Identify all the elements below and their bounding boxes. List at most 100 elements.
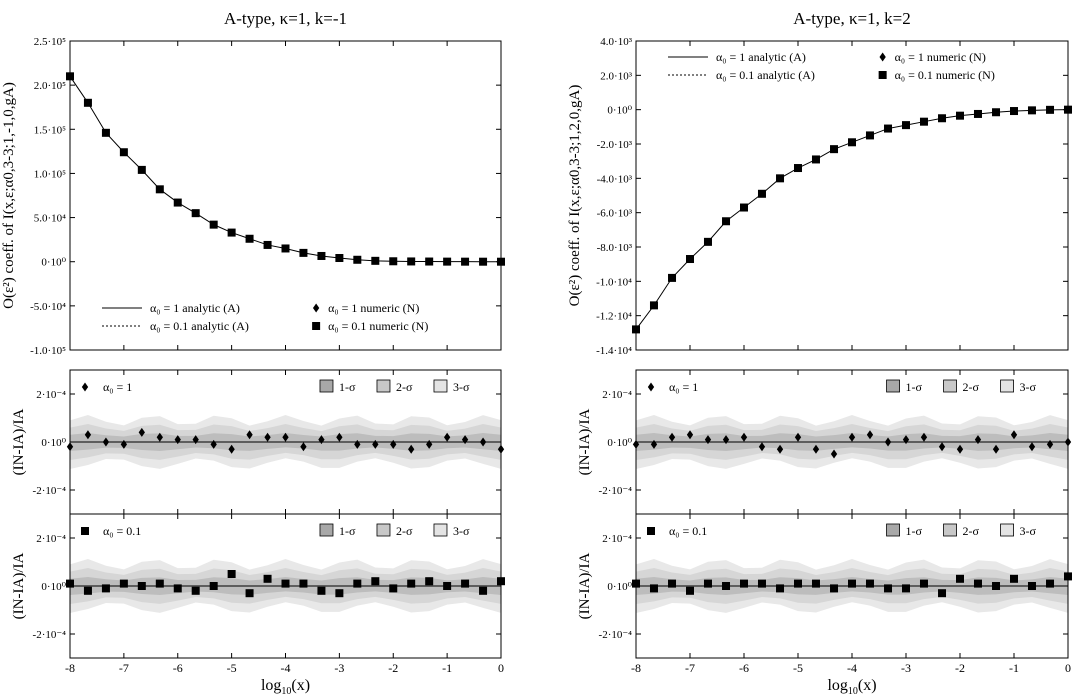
residual-point <box>371 577 380 586</box>
residual-point <box>228 444 235 454</box>
residual-point <box>336 432 343 442</box>
residual-point <box>335 589 344 598</box>
numeric-point <box>209 220 218 229</box>
x-tick-label: -4 <box>281 661 291 675</box>
x-tick-label: -2 <box>955 661 965 675</box>
legend-square-marker <box>81 527 89 535</box>
residual-point <box>974 435 982 445</box>
residual-point <box>740 432 748 442</box>
numeric-point <box>389 257 398 266</box>
numeric-point <box>1046 105 1055 114</box>
numeric-point <box>722 217 731 226</box>
residual-point <box>479 437 487 447</box>
numeric-point <box>371 256 380 265</box>
residual-point <box>174 435 181 445</box>
residual-point <box>973 579 982 588</box>
numeric-point <box>137 165 146 174</box>
residual-point <box>686 586 694 595</box>
residual-point <box>722 435 730 445</box>
residual-point <box>1028 442 1036 452</box>
numeric-point <box>1010 107 1018 116</box>
y-tick-label: 2.0·10³ <box>600 70 632 82</box>
residual-point <box>811 579 820 588</box>
residual-point <box>318 435 325 445</box>
legend-sigma-swatch <box>943 523 957 537</box>
residual-point <box>704 435 712 445</box>
residual-point <box>668 579 677 588</box>
numeric-point <box>83 98 92 107</box>
x-tick-label: -1 <box>1009 661 1019 675</box>
residual-point <box>776 444 784 454</box>
residual-point <box>866 430 874 440</box>
numeric-point <box>317 251 326 260</box>
residual-point <box>461 579 470 588</box>
numeric-point <box>479 257 488 266</box>
residual-point <box>443 582 452 590</box>
residual-point <box>120 439 128 449</box>
y-tick-label: 0·10⁰ <box>41 257 66 269</box>
residual-point <box>848 432 856 442</box>
legend-label: α₀ = 1 numeric (N) <box>328 301 419 315</box>
residual-point <box>263 574 272 583</box>
residual-point <box>407 579 416 588</box>
numeric-point <box>830 145 839 154</box>
x-tick-label: -3 <box>901 661 911 675</box>
residual-point <box>1010 574 1018 583</box>
numeric-point <box>884 124 893 133</box>
x-tick-label: -4 <box>847 661 857 675</box>
x-tick-label: -3 <box>334 661 344 675</box>
numeric-point <box>353 255 362 264</box>
legend-label: 1-σ <box>906 524 923 538</box>
numeric-point <box>811 155 820 164</box>
x-tick-label: -2 <box>388 661 398 675</box>
x-tick-label: -8 <box>65 661 75 675</box>
legend-sigma-swatch <box>433 379 448 393</box>
numeric-point <box>101 128 110 137</box>
y-axis-label: (IN-IA)/IA <box>11 553 27 620</box>
residual-point <box>101 584 110 593</box>
y-tick-label: 2.5·10⁵ <box>34 36 66 48</box>
legend-label: 1-σ <box>339 524 356 538</box>
legend-label: 3-σ <box>1020 380 1037 394</box>
numeric-point <box>335 254 344 263</box>
numeric-point <box>1027 106 1036 115</box>
chart-title: A-type, κ=1, k=-1 <box>224 9 347 28</box>
residual-point <box>938 442 946 452</box>
residual-point <box>902 584 910 593</box>
numeric-point <box>227 228 236 237</box>
x-tick-label: -7 <box>685 661 695 675</box>
y-axis-label: (IN-IA)/IA <box>577 553 593 620</box>
y-tick-label: 2·10⁻⁴ <box>36 533 66 545</box>
right-main-panel: A-type, κ=1, k=2 O(ε²) coeff. of I(x,ε;α0… <box>567 9 1072 357</box>
legend-sigma-swatch <box>319 379 334 393</box>
plot-frame <box>635 513 1069 659</box>
residual-point <box>1046 439 1054 449</box>
y-tick-label: -1.4·10⁴ <box>596 345 632 357</box>
x-tick-label: -6 <box>173 661 183 675</box>
y-tick-label: -2·10⁻⁴ <box>33 629 67 641</box>
y-tick-label: -2·10⁻⁴ <box>599 629 633 641</box>
residual-point <box>390 439 397 449</box>
residual-point <box>884 584 893 593</box>
numeric-point <box>461 257 470 266</box>
x-tick-label: -7 <box>119 661 129 675</box>
legend-square-marker <box>312 322 321 330</box>
residual-point <box>956 444 964 454</box>
x-tick-label: -5 <box>793 661 803 675</box>
left-main-panel: A-type, κ=1, k=-1 O(ε²) coeff. of I(x,ε;α… <box>1 9 505 357</box>
y-axis-label: O(ε²) coeff. of I(x,ε;α0,3-3;1,-1,0,gA) <box>1 82 17 309</box>
numeric-point <box>776 174 785 183</box>
legend-label: α₀ = 1 analytic (A) <box>716 50 806 64</box>
residual-point <box>119 579 128 588</box>
y-tick-label: -5.0·10⁴ <box>30 301 66 313</box>
legend-diamond-marker <box>879 52 886 62</box>
residual-point <box>191 586 200 595</box>
y-axis-label: (IN-IA)/IA <box>577 409 593 476</box>
x-tick-label: 0 <box>498 661 504 675</box>
numeric-point <box>865 131 874 140</box>
y-tick-label: -1.0·10⁵ <box>30 345 66 357</box>
residual-point <box>84 430 92 440</box>
residual-point <box>956 574 964 583</box>
numeric-point <box>245 234 254 243</box>
